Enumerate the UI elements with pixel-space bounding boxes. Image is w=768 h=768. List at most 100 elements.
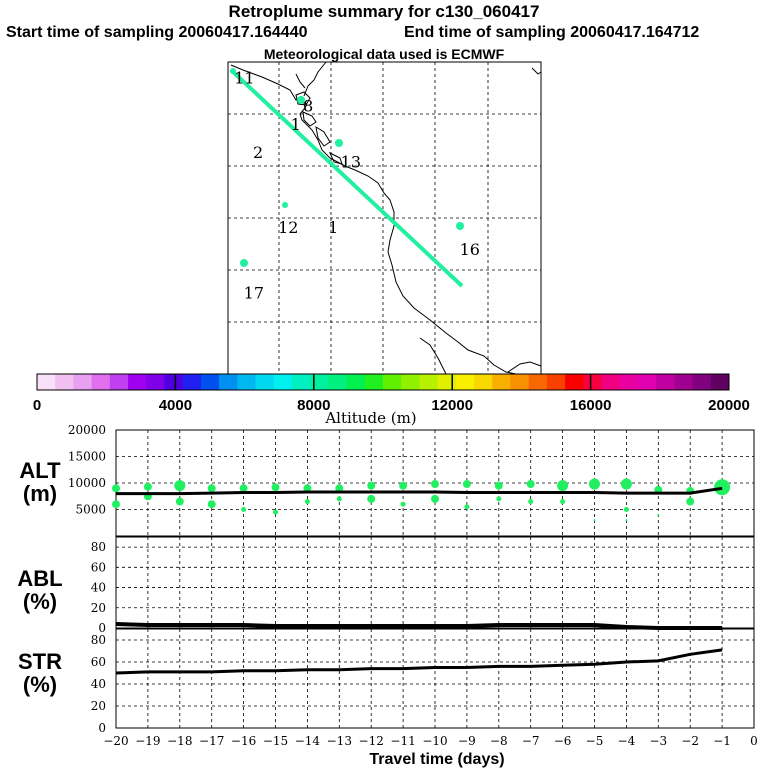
x-tick-label: −13 — [327, 734, 352, 748]
colorbar-swatch — [364, 374, 384, 390]
map-point — [282, 202, 288, 208]
str-y-tick-label: 0 — [98, 721, 106, 735]
map-point — [240, 259, 248, 267]
met-data-label: Meteorological data used is ECMWF — [263, 46, 505, 62]
alt-cluster-point — [367, 494, 376, 503]
colorbar-swatch — [128, 374, 147, 390]
str-y-tick-label: 60 — [91, 655, 106, 669]
colorbar-swatch — [255, 374, 275, 390]
series-lines — [115, 486, 723, 675]
abl-label: ABL — [17, 566, 62, 591]
map-point — [230, 68, 236, 74]
plume-center-line — [229, 68, 464, 288]
alt-cluster-point — [271, 483, 280, 492]
alt-cluster-point — [207, 484, 216, 493]
colorbar-swatch — [237, 374, 257, 390]
colorbar-swatch — [656, 374, 675, 390]
x-tick-label: −2 — [681, 734, 699, 748]
altitude-colorbar — [36, 373, 730, 391]
map-point — [456, 222, 464, 230]
x-tick-label: −18 — [167, 734, 192, 748]
alt-cluster-point — [496, 496, 502, 502]
colorbar-swatch — [583, 374, 603, 390]
map-label: 1 — [291, 115, 301, 134]
alt-cluster-point — [560, 499, 566, 505]
map-label: 13 — [341, 153, 361, 172]
alt-cluster-point — [625, 519, 628, 522]
abl-y-tick-label: 20 — [91, 601, 106, 615]
alt-cluster-point — [589, 478, 600, 490]
map-label: 17 — [244, 284, 264, 303]
map-plume-points — [230, 68, 464, 267]
colorbar-swatch — [546, 374, 566, 390]
x-tick-label: 0 — [750, 734, 758, 748]
alt-cluster-point — [273, 509, 278, 515]
colorbar-label: Altitude (m) — [324, 409, 416, 427]
x-axis-label: Travel time (days) — [369, 751, 504, 768]
alt-cluster-point — [367, 481, 376, 490]
alt-y-tick-label: 10000 — [68, 476, 106, 490]
str-series-line — [115, 648, 723, 675]
colorbar-swatch — [710, 374, 730, 390]
alt-cluster-point — [174, 480, 186, 492]
alt-cluster-point — [526, 480, 535, 489]
colorbar-swatch — [674, 374, 694, 390]
abl-y-tick-label: 60 — [91, 560, 106, 574]
x-tick-label: −10 — [422, 734, 447, 748]
alt-cluster-point — [464, 504, 470, 510]
alt-cluster-point — [431, 480, 439, 489]
alt-cluster-point — [143, 482, 152, 491]
colorbar-swatch — [637, 374, 657, 390]
alt-cluster-point — [528, 499, 534, 505]
colorbar-swatch — [455, 374, 475, 390]
x-tick-label: −4 — [618, 734, 636, 748]
alt-cluster-point — [241, 507, 247, 512]
alt-cluster-points — [112, 478, 731, 522]
abl-y-tick-label: 0 — [98, 621, 106, 635]
colorbar-swatch — [401, 374, 420, 390]
alt-cluster-point — [623, 507, 629, 512]
alt-cluster-point — [112, 500, 120, 509]
alt-cluster-point — [620, 478, 632, 490]
colorbar-tick-label: 12000 — [431, 397, 473, 414]
colorbar-swatch — [182, 374, 202, 390]
colorbar-swatch — [437, 374, 457, 390]
x-tick-label: −15 — [263, 734, 288, 748]
map-label: 8 — [303, 96, 313, 115]
alt-cluster-point — [400, 501, 406, 507]
x-tick-label: −20 — [103, 734, 128, 748]
colorbar-tick-label: 16000 — [570, 397, 612, 414]
colorbar-swatch — [146, 374, 165, 390]
alt-cluster-point — [112, 484, 120, 493]
x-tick-label: −12 — [359, 734, 384, 748]
chart-title: Retroplume summary for c130_060417 — [228, 2, 540, 21]
colorbar-swatch — [346, 374, 366, 390]
x-tick-label: −14 — [295, 734, 321, 748]
alt-cluster-point — [303, 484, 312, 493]
alt-cluster-point — [335, 484, 344, 493]
x-tick-label: −7 — [522, 734, 540, 748]
abl-series-line — [115, 622, 723, 630]
map-point — [335, 139, 343, 147]
colorbar-swatch — [383, 374, 402, 390]
colorbar-swatch — [164, 374, 184, 390]
colorbar-frame — [36, 373, 730, 391]
alt-cluster-point — [304, 499, 310, 505]
str-unit-label: (%) — [23, 672, 57, 697]
alt-cluster-point — [207, 500, 216, 509]
alt-cluster-point — [239, 484, 248, 493]
alt-cluster-point — [431, 494, 439, 503]
colorbar-swatch — [200, 374, 220, 390]
alt-unit-label: (m) — [23, 481, 57, 506]
alt-cluster-point — [714, 479, 731, 496]
alt-cluster-point — [462, 480, 471, 489]
x-axis-tick-labels: −20 −19 −18 −17 −16 −15 −14 −13 −12 −11 −10 −9 −8 −7−… — [103, 734, 757, 748]
alt-label: ALT — [19, 458, 61, 483]
colorbar-tick-label: 0 — [33, 397, 41, 414]
colorbar-swatch — [619, 374, 639, 390]
alt-y-tick-label: 5000 — [75, 503, 106, 517]
